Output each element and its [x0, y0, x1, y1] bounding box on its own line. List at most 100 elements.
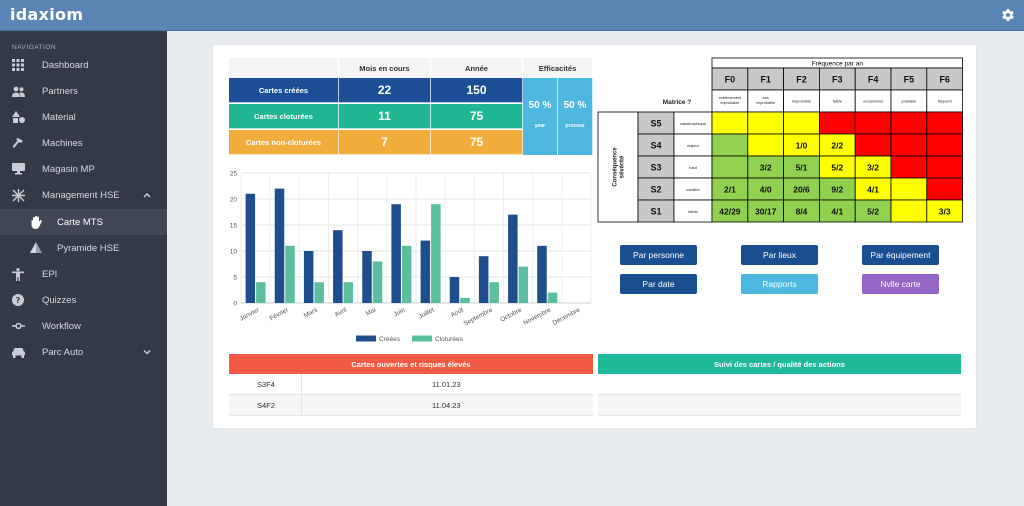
monthly-cards-chart: 0 5 10 15 20 25 Janvier Février Mars Avril Mai Juin…: [230, 171, 592, 343]
efficacy-year: 50 % year: [523, 78, 558, 155]
bar-created[interactable]: [449, 277, 460, 303]
top-bar: idaxiom: [0, 0, 1024, 31]
bar-created[interactable]: [245, 193, 256, 303]
matrix-cell-value: 5/1: [796, 163, 808, 173]
matrix-cell[interactable]: [711, 111, 749, 135]
matrix-cell[interactable]: [854, 133, 892, 157]
stat-month-closed: 11: [339, 104, 431, 129]
bar-closed[interactable]: [401, 245, 412, 303]
sidebar-item-pyramide-hse[interactable]: Pyramide HSE: [0, 235, 167, 261]
bar-closed[interactable]: [372, 261, 383, 303]
bar-closed[interactable]: [256, 282, 266, 303]
bar-closed[interactable]: [460, 297, 470, 303]
bar-closed[interactable]: [431, 204, 441, 303]
bar-created[interactable]: [362, 251, 372, 303]
sidebar-item-management-hse[interactable]: Management HSE: [0, 182, 167, 208]
bar-closed[interactable]: [489, 282, 499, 303]
stat-year-open: 75: [431, 130, 523, 155]
matrix-title: Fréquence par an: [812, 61, 864, 68]
bar-created[interactable]: [508, 214, 518, 303]
bar-created[interactable]: [478, 256, 489, 303]
matrix-cell[interactable]: [926, 111, 963, 135]
matrix-cell[interactable]: [854, 111, 892, 135]
bar-closed[interactable]: [314, 282, 324, 303]
freq-code: F2: [796, 75, 807, 85]
matrix-cell[interactable]: [890, 199, 928, 223]
sidebar-item-label: Parc Auto: [42, 346, 84, 358]
bar-created[interactable]: [303, 251, 314, 303]
severity-code: S3: [650, 163, 661, 173]
matrix-cell[interactable]: [890, 111, 928, 135]
users-icon: [11, 84, 25, 98]
y-tick-label: 15: [230, 223, 238, 230]
matrix-cell[interactable]: [890, 155, 928, 179]
x-tick-label: Avril: [334, 306, 349, 318]
matrix-cell[interactable]: [747, 111, 785, 135]
svg-text:?: ?: [16, 296, 21, 305]
bar-created[interactable]: [420, 240, 431, 303]
efficacy-process-label: process: [565, 123, 585, 129]
freq-code: F0: [725, 75, 736, 85]
matrix-cell-value: 30/17: [755, 207, 777, 217]
matrix-cell[interactable]: [926, 155, 963, 179]
new-card-button[interactable]: Nvlle carte: [862, 274, 939, 294]
by-equipment-button[interactable]: Par équipement: [862, 245, 939, 265]
sidebar-item-magasin-mp[interactable]: Magasin MP: [0, 156, 167, 182]
bar-created[interactable]: [274, 188, 285, 303]
bar-created[interactable]: [537, 245, 547, 303]
matrix-cell[interactable]: [890, 177, 928, 201]
bar-created[interactable]: [333, 230, 343, 303]
matrix-cell[interactable]: [747, 133, 785, 157]
by-date-button[interactable]: Par date: [620, 274, 697, 294]
matrix-cell[interactable]: [711, 155, 749, 179]
y-tick-label: 0: [233, 301, 237, 308]
matrix-cell-value: 20/6: [793, 185, 810, 195]
matrix-cell[interactable]: [926, 133, 963, 157]
efficacy-process: 50 % process: [558, 78, 593, 155]
stats-header-efficacy: Efficacités: [523, 58, 593, 78]
matrix-cell[interactable]: [890, 133, 928, 157]
matrix-cell[interactable]: [926, 199, 963, 223]
by-person-button[interactable]: Par personne: [620, 245, 697, 265]
brand-logo[interactable]: idaxiom: [10, 5, 84, 24]
hse-icon: [11, 188, 25, 202]
y-tick-label: 5: [233, 275, 237, 282]
matrix-cell-value: 9/2: [831, 185, 843, 195]
reports-button[interactable]: Rapports: [741, 274, 818, 294]
sidebar-item-epi[interactable]: EPI: [0, 261, 167, 287]
stat-label-created: Cartes créées: [229, 78, 339, 103]
by-location-button[interactable]: Par lieux: [741, 245, 818, 265]
matrix-cell[interactable]: [783, 111, 820, 135]
bar-created[interactable]: [391, 204, 401, 303]
sidebar-item-workflow[interactable]: Workflow: [0, 313, 167, 339]
sidebar-item-material[interactable]: Material: [0, 104, 167, 130]
sidebar-item-dashboard[interactable]: Dashboard: [0, 52, 167, 78]
matrix-cell-value: 5/2: [831, 163, 843, 173]
sidebar-item-quizzes[interactable]: ? Quizzes: [0, 287, 167, 313]
stat-month-open: 7: [339, 130, 431, 155]
stat-month-created: 22: [339, 78, 431, 103]
matrix-cell[interactable]: [818, 111, 856, 135]
bar-closed[interactable]: [547, 292, 558, 303]
sidebar-item-carte-mts[interactable]: Carte MTS: [0, 209, 167, 235]
bar-closed[interactable]: [518, 266, 529, 303]
sidebar-item-machines[interactable]: Machines: [0, 130, 167, 156]
x-tick-label: Novembre: [522, 306, 552, 326]
settings-gear-icon[interactable]: [1001, 8, 1015, 22]
bar-closed[interactable]: [285, 245, 295, 303]
sidebar-item-parc-auto[interactable]: Parc Auto: [0, 339, 167, 365]
matrix-cell[interactable]: [711, 133, 749, 157]
sidebar-item-label: Material: [42, 111, 76, 123]
sidebar-item-partners[interactable]: Partners: [0, 78, 167, 104]
x-tick-label: Décembre: [552, 306, 582, 326]
table-row[interactable]: S4F2 11.04.23: [229, 395, 593, 416]
efficacy-year-label: year: [534, 123, 546, 129]
y-tick-label: 20: [230, 197, 238, 204]
x-tick-label: Août: [450, 306, 465, 319]
bar-closed[interactable]: [343, 282, 354, 303]
sidebar-item-label: Carte MTS: [57, 216, 103, 228]
table-row[interactable]: S3F4 11.01.23: [229, 374, 593, 395]
risk-date: 11.04.23: [432, 401, 461, 410]
matrix-cell[interactable]: [926, 177, 963, 201]
nav-section-title: NAVIGATION: [12, 44, 57, 51]
